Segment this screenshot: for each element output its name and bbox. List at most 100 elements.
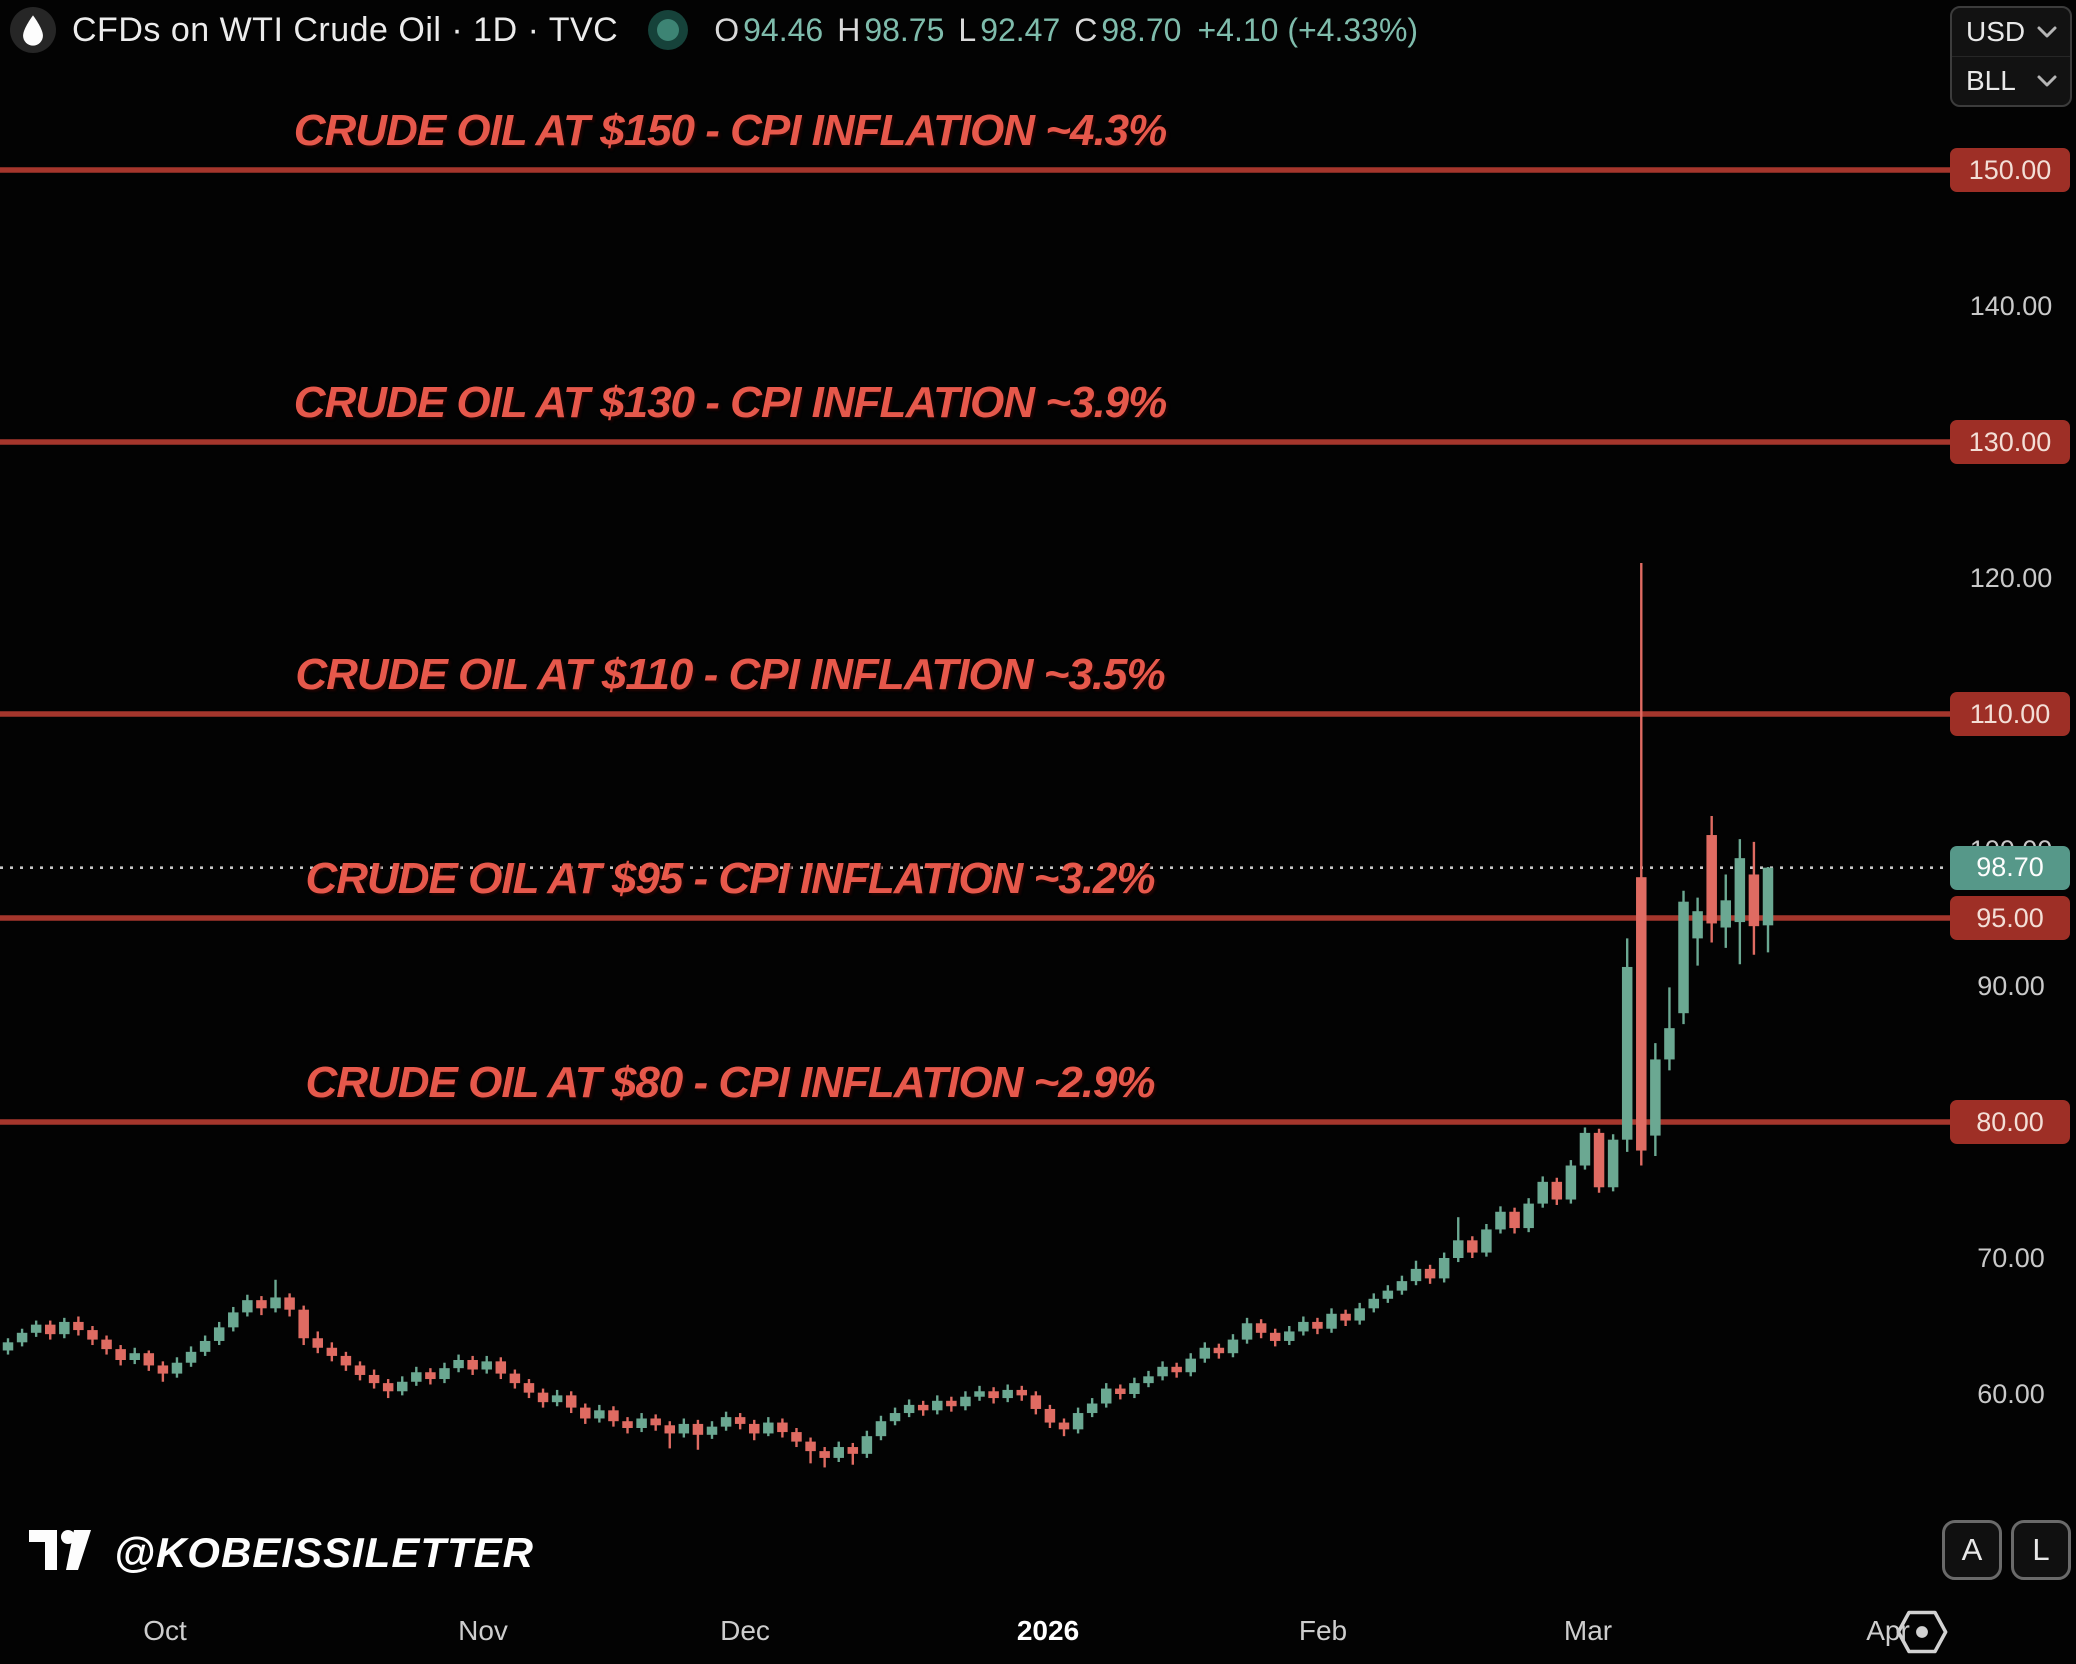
candle-body xyxy=(1269,1332,1281,1341)
candle-body xyxy=(875,1421,887,1437)
candle-body xyxy=(833,1447,844,1458)
candle-body xyxy=(2,1342,14,1351)
candle-body xyxy=(1410,1268,1422,1282)
candle-body xyxy=(1016,1389,1028,1396)
ohlc-value-O: 94.46 xyxy=(743,11,824,48)
candle-body xyxy=(1579,1132,1591,1166)
candle-body xyxy=(1284,1331,1295,1341)
price-line-badge-150: 150.00 xyxy=(1950,148,2070,192)
price-axis-label-90: 90.00 xyxy=(1977,971,2045,1001)
currency-option-bll[interactable]: BLL xyxy=(1952,56,2070,105)
ohlc-value-L: 92.47 xyxy=(980,11,1061,48)
currency-option-label: BLL xyxy=(1966,65,2016,96)
candle-body xyxy=(1523,1203,1534,1229)
candle-body xyxy=(495,1361,507,1374)
candle-body xyxy=(1678,901,1689,1014)
candle-body xyxy=(1241,1323,1253,1340)
ohlc-label-L: L xyxy=(958,11,977,48)
candle-body xyxy=(1100,1388,1112,1404)
price-line-badge-110: 110.00 xyxy=(1950,692,2070,736)
candle-body xyxy=(1157,1366,1168,1377)
candle-body xyxy=(101,1339,112,1350)
candle-body xyxy=(1185,1358,1196,1373)
candle-body xyxy=(228,1312,239,1328)
candle-body xyxy=(1368,1298,1380,1309)
candle-body xyxy=(1298,1321,1309,1332)
market-status-icon xyxy=(648,10,689,50)
l-button[interactable]: L xyxy=(2011,1520,2071,1580)
tradingview-logo-icon xyxy=(28,1522,92,1583)
time-axis-label-mar: Mar xyxy=(1563,1615,1613,1646)
candle-body xyxy=(453,1360,464,1369)
candle-body xyxy=(368,1374,380,1384)
candle-body xyxy=(44,1324,56,1335)
time-axis-label-apr: Apr xyxy=(1866,1615,1910,1646)
candle-body xyxy=(537,1392,549,1403)
candle-body xyxy=(1382,1290,1394,1299)
candle-body xyxy=(73,1321,84,1331)
candle-body xyxy=(256,1300,267,1309)
candle-body xyxy=(115,1349,126,1360)
candle-body xyxy=(889,1413,901,1422)
candle-body xyxy=(932,1400,943,1411)
candle-body xyxy=(1452,1240,1464,1258)
candle-body xyxy=(580,1407,591,1419)
candle-body xyxy=(551,1395,563,1403)
change-value: +4.10 (+4.33%) xyxy=(1197,11,1419,48)
candle-body xyxy=(1326,1313,1337,1329)
price-line-badge-130: 130.00 xyxy=(1950,420,2070,464)
price-axis-label-60: 60.00 xyxy=(1977,1379,2045,1409)
candle-body xyxy=(720,1417,732,1427)
candle-body xyxy=(1664,1028,1675,1060)
time-axis[interactable]: Oct Nov Dec 2026 Feb Mar Apr xyxy=(0,1602,2076,1664)
candle-body xyxy=(1636,877,1647,1151)
candle-body xyxy=(903,1404,915,1414)
candle-body xyxy=(242,1300,253,1313)
candle-body xyxy=(565,1395,577,1408)
candle-body xyxy=(1129,1383,1140,1394)
price-axis-label-70: 70.00 xyxy=(1977,1243,2045,1273)
candle-body xyxy=(270,1297,281,1309)
candle-body xyxy=(1650,1059,1661,1136)
candle-body xyxy=(213,1327,225,1341)
chevron-down-icon xyxy=(2037,26,2057,38)
candle-body xyxy=(608,1410,619,1422)
ohlc-value-H: 98.75 xyxy=(864,11,945,48)
price-axis-label-120: 120.00 xyxy=(1969,563,2053,593)
candle-body xyxy=(1481,1229,1492,1253)
candle-body xyxy=(664,1425,676,1434)
currency-option-label: USD xyxy=(1966,16,2026,47)
current-price-badge: 98.70 xyxy=(1950,845,2070,890)
chevron-down-icon xyxy=(2037,75,2057,87)
candle-body xyxy=(1255,1323,1267,1333)
candle-body xyxy=(411,1372,422,1382)
candle-body xyxy=(481,1361,492,1370)
candle-body xyxy=(748,1423,760,1434)
ohlc-value-C: 98.70 xyxy=(1101,11,1182,48)
candle-body xyxy=(1171,1366,1182,1373)
candle-body xyxy=(946,1400,957,1407)
price-annotation-95: CRUDE OIL AT $95 - CPI INFLATION ~3.2% xyxy=(305,854,1155,903)
currency-panel: USD BLL xyxy=(1950,6,2072,107)
price-line-badge-95: 95.00 xyxy=(1950,896,2070,940)
currency-option-usd[interactable]: USD xyxy=(1952,8,2070,56)
symbol-title[interactable]: CFDs on WTI Crude Oil · 1D · TVC xyxy=(72,10,619,49)
settings-gear-icon[interactable] xyxy=(1896,1606,1948,1658)
candle-body xyxy=(467,1360,478,1370)
candle-body xyxy=(1467,1240,1478,1253)
candle-body xyxy=(594,1410,605,1419)
ohlc-values: O 94.46 H 98.75 L 92.47 C 98.70 xyxy=(714,12,1181,49)
a-button[interactable]: A xyxy=(1942,1520,2002,1580)
candle-body xyxy=(1720,900,1732,928)
candle-body xyxy=(692,1423,704,1435)
candle-body xyxy=(298,1309,309,1339)
time-axis-label-nov: Nov xyxy=(458,1615,508,1646)
candle-body xyxy=(199,1340,211,1352)
candle-body xyxy=(143,1353,155,1366)
candle-body xyxy=(974,1391,985,1397)
candle-body xyxy=(988,1391,999,1399)
candle-body xyxy=(87,1330,98,1340)
candle-body xyxy=(382,1383,394,1392)
